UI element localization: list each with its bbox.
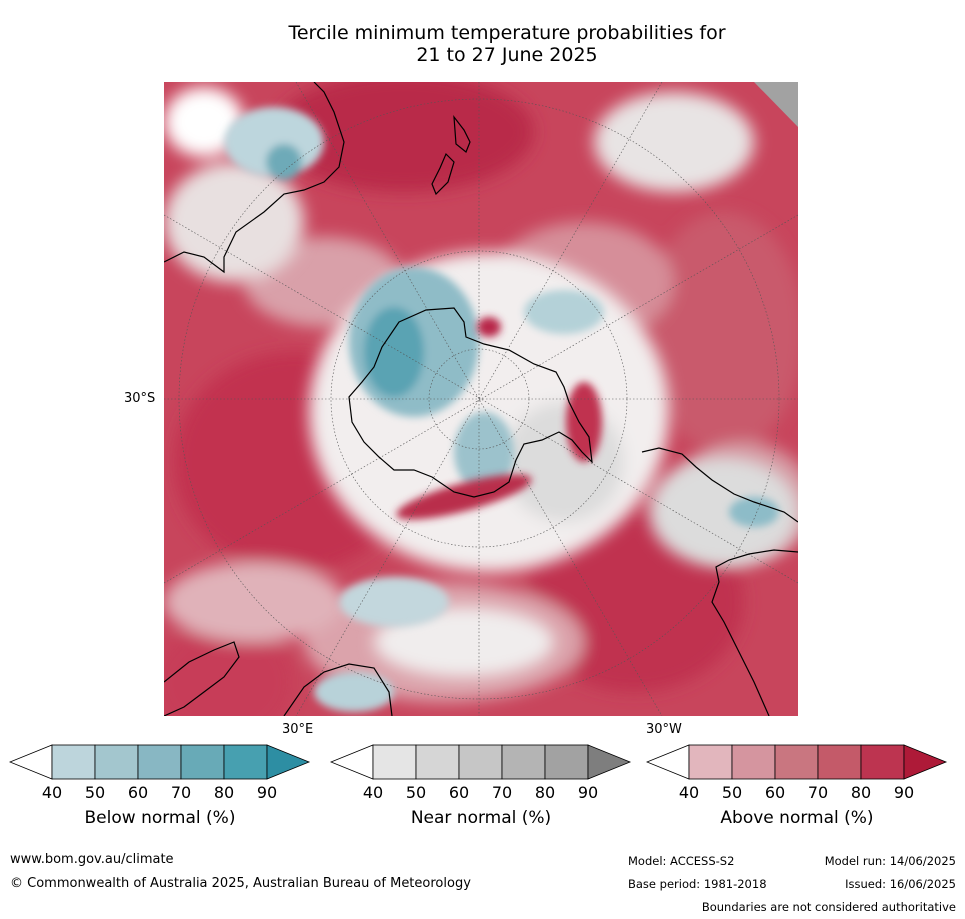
tick: 80 (213, 783, 235, 802)
cbar-below-bin-1 (51, 744, 96, 780)
website-link[interactable]: www.bom.gov.au/climate (10, 852, 174, 867)
probability-map (164, 82, 798, 716)
lat-label-30s: 30°S (124, 391, 156, 406)
tick: 90 (893, 783, 915, 802)
cbar-near-bin-4 (501, 744, 546, 780)
tick: 70 (807, 783, 829, 802)
cbar-below-bin-2 (94, 744, 139, 780)
lon-label-30w: 30°W (646, 722, 682, 737)
tick: 50 (721, 783, 743, 802)
antarctica-coast (348, 307, 593, 498)
south-america-coast (641, 447, 798, 716)
cbar-below-max-arrow (266, 744, 311, 780)
cbar-near-max-arrow (587, 744, 632, 780)
issued-date: Issued: 16/06/2025 (845, 877, 956, 891)
tick: 60 (448, 783, 470, 802)
cbar-above-max-arrow (903, 744, 948, 780)
cbar-below-label: Below normal (%) (84, 808, 236, 828)
tick: 50 (405, 783, 427, 802)
graticule (164, 82, 798, 716)
tick: 40 (362, 783, 384, 802)
tick: 80 (850, 783, 872, 802)
cbar-below-bin-5 (223, 744, 268, 780)
new-zealand-coast (431, 115, 471, 196)
copyright-text: © Commonwealth of Australia 2025, Austra… (10, 876, 471, 891)
cbar-above-bin-3 (774, 744, 819, 780)
cbar-below-bin-3 (137, 744, 182, 780)
map-title: Tercile minimum temperature probabilitie… (0, 22, 965, 66)
title-line-1: Tercile minimum temperature probabilitie… (288, 22, 726, 44)
title-line-2: 21 to 27 June 2025 (416, 44, 598, 66)
tick: 90 (577, 783, 599, 802)
tick: 70 (491, 783, 513, 802)
cbar-above-min-arrow (646, 744, 690, 780)
cbar-near-bin-5 (544, 744, 589, 780)
australia-coast (164, 82, 345, 274)
below-normal-field (224, 107, 779, 712)
colorbar-near-normal (330, 744, 632, 780)
boundary-disclaimer: Boundaries are not considered authoritat… (701, 900, 956, 914)
cbar-above-bin-5 (860, 744, 905, 780)
tick: 40 (678, 783, 700, 802)
base-period: Base period: 1981-2018 (628, 877, 767, 891)
tick: 50 (84, 783, 106, 802)
colorbar-above-normal (646, 744, 948, 780)
cbar-above-bin-1 (688, 744, 733, 780)
tick: 70 (170, 783, 192, 802)
tick: 60 (127, 783, 149, 802)
cbar-near-bin-3 (458, 744, 503, 780)
cbar-near-min-arrow (330, 744, 374, 780)
cbar-above-bin-2 (731, 744, 776, 780)
cbar-below-min-arrow (9, 744, 53, 780)
cbar-near-bin-1 (372, 744, 417, 780)
cbar-above-bin-4 (817, 744, 862, 780)
lon-label-30e: 30°E (282, 722, 314, 737)
model-name: Model: ACCESS-S2 (628, 854, 735, 868)
africa-coast (164, 641, 393, 716)
cbar-near-bin-2 (415, 744, 460, 780)
tick: 60 (764, 783, 786, 802)
tick: 80 (534, 783, 556, 802)
colorbar-below-normal (9, 744, 311, 780)
tick: 40 (41, 783, 63, 802)
model-run-date: Model run: 14/06/2025 (824, 854, 956, 868)
cbar-below-bin-4 (180, 744, 225, 780)
cbar-near-label: Near normal (%) (410, 808, 552, 828)
tick: 90 (256, 783, 278, 802)
cbar-above-label: Above normal (%) (720, 808, 874, 828)
